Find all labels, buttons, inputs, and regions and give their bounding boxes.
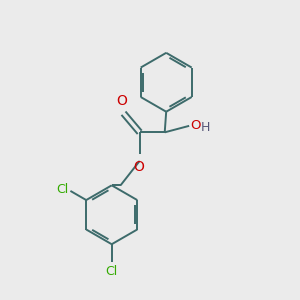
Text: Cl: Cl (57, 183, 69, 196)
Text: O: O (190, 119, 201, 132)
Text: H: H (201, 121, 210, 134)
Text: O: O (134, 160, 145, 174)
Text: O: O (116, 94, 127, 108)
Text: Cl: Cl (106, 266, 118, 278)
